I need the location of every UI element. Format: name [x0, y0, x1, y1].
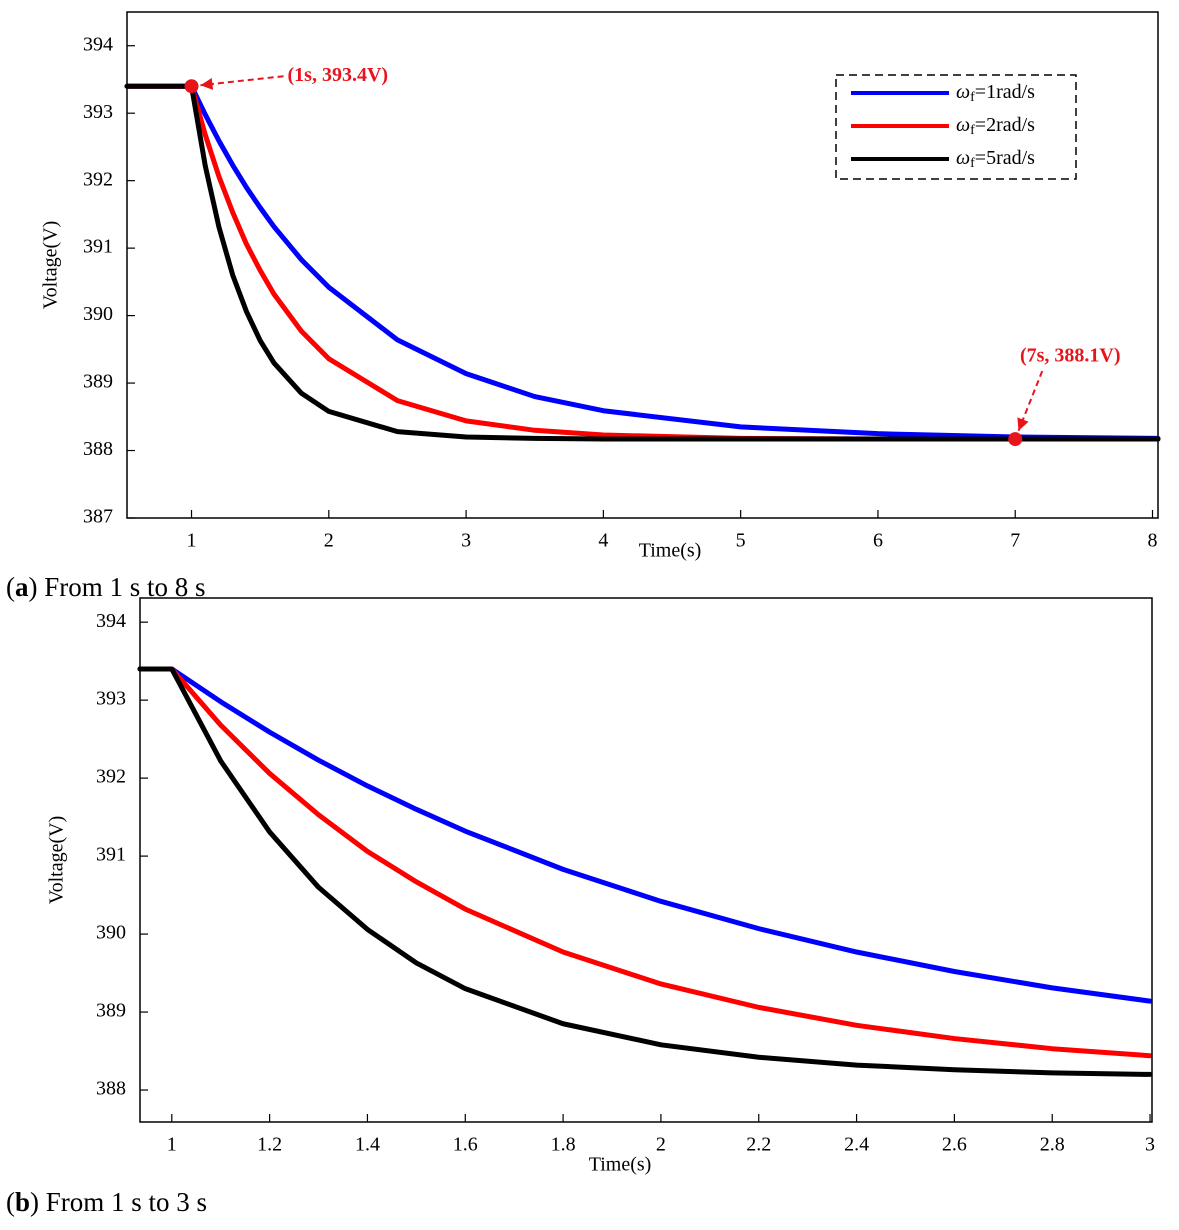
annotation-label: (7s, 388.1V) — [1020, 345, 1121, 367]
annotation-arrowhead — [1017, 417, 1029, 431]
caption: (a) From 1 s to 8 s — [6, 572, 206, 602]
x-axis-label: Time(s) — [639, 540, 702, 562]
caption: (b) From 1 s to 3 s — [6, 1187, 207, 1217]
x-tick-label: 1 — [187, 530, 197, 552]
y-tick-label: 390 — [83, 303, 113, 325]
y-axis-label: Voltage(V) — [40, 221, 62, 310]
series-line — [137, 666, 1153, 1077]
annotation-arrow — [200, 75, 284, 87]
y-tick-label: 390 — [96, 922, 126, 944]
x-axis-label: Time(s) — [589, 1154, 652, 1176]
annotation-arrowhead — [200, 77, 214, 90]
x-tick-label: 6 — [873, 530, 883, 552]
plot-frame — [139, 597, 1153, 1123]
x-tick-label: 1.6 — [453, 1134, 478, 1156]
annotation-point — [1008, 432, 1023, 447]
annotation-point — [184, 79, 199, 94]
series-line — [137, 666, 1153, 1059]
legend-label: ωf=5rad/s — [956, 147, 1035, 172]
x-tick-label: 7 — [1010, 530, 1020, 552]
y-tick-label: 392 — [96, 766, 126, 788]
x-tick-label: 3 — [1145, 1134, 1155, 1156]
x-tick-label: 1.4 — [355, 1134, 380, 1156]
x-tick-label: 2.6 — [942, 1134, 967, 1156]
y-tick-label: 392 — [83, 168, 113, 190]
x-tick-label: 2 — [656, 1134, 666, 1156]
y-axis-label: Voltage(V) — [46, 816, 68, 905]
series-line — [124, 83, 1161, 442]
y-tick-label: 389 — [83, 371, 113, 393]
x-tick-label: 2.8 — [1040, 1134, 1065, 1156]
series-line — [124, 83, 1161, 441]
y-tick-label: 388 — [83, 438, 113, 460]
y-tick-label: 391 — [83, 236, 113, 258]
x-tick-label: 4 — [598, 530, 608, 552]
x-tick-label: 1.2 — [257, 1134, 282, 1156]
plot-frame — [126, 11, 1159, 519]
y-tick-label: 394 — [83, 33, 113, 55]
y-tick-label: 388 — [96, 1078, 126, 1100]
x-tick-label: 2.2 — [746, 1134, 771, 1156]
series-line — [137, 666, 1153, 1004]
y-tick-label: 394 — [96, 610, 126, 632]
x-tick-label: 3 — [461, 530, 471, 552]
legend-label: ωf=2rad/s — [956, 114, 1035, 139]
annotation-label: (1s, 393.4V) — [288, 64, 389, 86]
x-tick-label: 8 — [1148, 530, 1158, 552]
y-tick-label: 393 — [83, 101, 113, 123]
x-tick-label: 1 — [167, 1134, 177, 1156]
x-tick-label: 2 — [324, 530, 334, 552]
legend-label: ωf=1rad/s — [956, 81, 1035, 106]
y-tick-label: 387 — [83, 506, 113, 528]
x-tick-label: 5 — [736, 530, 746, 552]
x-tick-label: 2.4 — [844, 1134, 869, 1156]
y-tick-label: 391 — [96, 844, 126, 866]
x-tick-label: 1.8 — [551, 1134, 576, 1156]
y-tick-label: 389 — [96, 1000, 126, 1022]
y-tick-label: 393 — [96, 688, 126, 710]
